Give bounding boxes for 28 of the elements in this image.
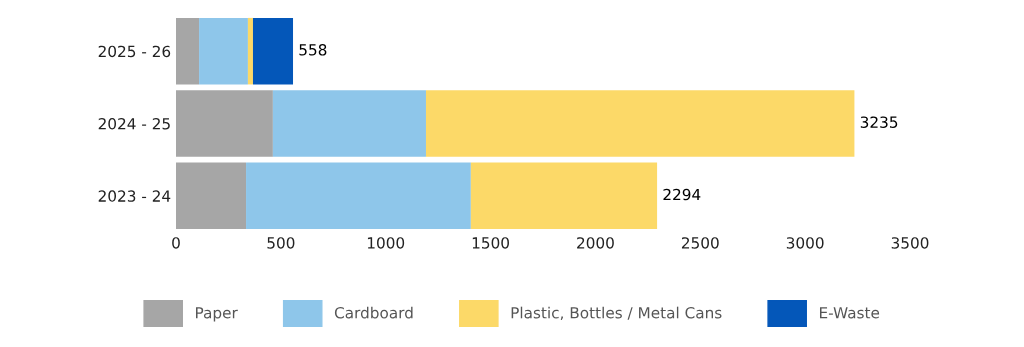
- bar: [176, 162, 247, 230]
- x-tick-label: 1000: [367, 237, 405, 249]
- y-tick-label: 2023 - 24: [98, 190, 171, 202]
- bar: [252, 17, 294, 85]
- bar: [199, 17, 248, 85]
- x-tick-label: 3000: [786, 237, 824, 249]
- legend-label: Paper: [196, 307, 238, 322]
- total-label: 558: [299, 44, 327, 56]
- bar: [247, 17, 253, 85]
- y-tick-label: 2024 - 25: [98, 117, 170, 130]
- bar: [470, 162, 658, 230]
- x-tick-label: 2500: [681, 237, 719, 249]
- legend-label: E-Waste: [820, 307, 880, 319]
- x-tick-label: 0: [172, 237, 180, 249]
- x-tick-label: 3500: [891, 237, 929, 249]
- x-tick-label: 1500: [472, 237, 509, 249]
- bar: [272, 90, 426, 157]
- y-tick-label: 2025 - 26: [98, 45, 171, 58]
- bar: [176, 90, 273, 157]
- total-label: 2294: [663, 188, 701, 201]
- x-tick-label: 500: [267, 237, 295, 249]
- bar: [425, 90, 855, 157]
- x-tick-label: 2000: [577, 237, 614, 249]
- total-label: 3235: [860, 116, 898, 128]
- legend-label: Cardboard: [334, 306, 413, 319]
- bar: [176, 17, 200, 85]
- legend-label: Plastic, Bottles / Metal Cans: [511, 306, 722, 321]
- bar: [246, 162, 471, 230]
